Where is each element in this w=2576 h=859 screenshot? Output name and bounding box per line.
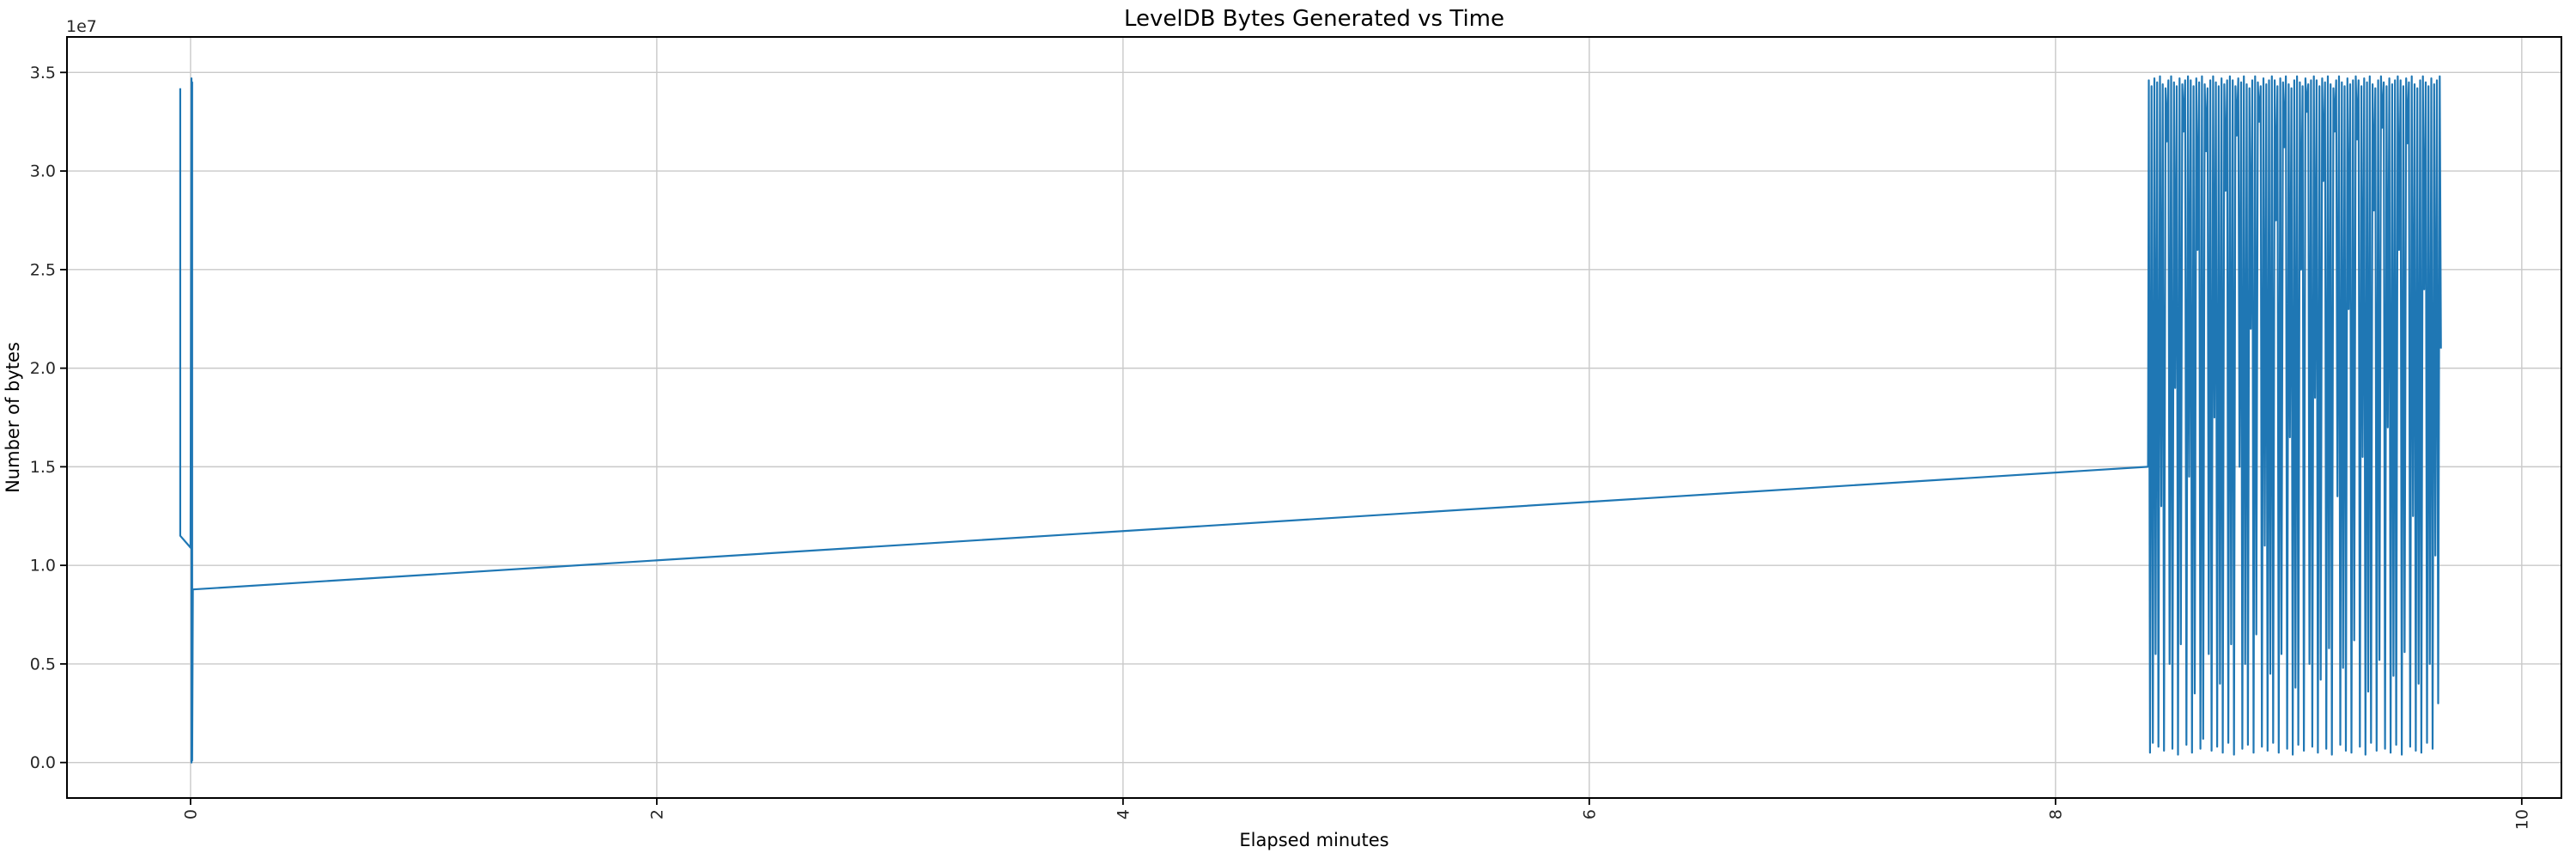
x-axis-label: Elapsed minutes bbox=[1239, 830, 1388, 850]
x-tick-label: 4 bbox=[1114, 809, 1133, 819]
y-tick-label: 1.0 bbox=[30, 557, 56, 576]
x-tick-label: 6 bbox=[1580, 809, 1599, 819]
y-tick-label: 2.5 bbox=[30, 260, 56, 279]
y-tick-label: 1.5 bbox=[30, 458, 56, 477]
x-tick-label: 10 bbox=[2512, 809, 2531, 830]
x-tick-label: 0 bbox=[181, 809, 200, 819]
x-tick-label: 2 bbox=[647, 809, 666, 819]
y-tick-label: 0.5 bbox=[30, 655, 56, 673]
plot-border bbox=[66, 36, 2562, 799]
y-axis-offset-text: 1e7 bbox=[66, 17, 97, 36]
chart-title: LevelDB Bytes Generated vs Time bbox=[1124, 6, 1504, 32]
y-tick-label: 2.0 bbox=[30, 359, 56, 378]
y-tick-label: 3.5 bbox=[30, 64, 56, 82]
y-axis-label: Number of bytes bbox=[3, 342, 23, 493]
x-tick-label: 8 bbox=[2046, 809, 2065, 819]
y-tick-label: 0.0 bbox=[30, 753, 56, 772]
tick-layer: 0 2 4 6 8 10 0.0 0.5 1.0 1.5 2.0 2.5 3.0 3.5 bbox=[30, 64, 2532, 830]
series-line bbox=[179, 75, 2442, 764]
y-tick-label: 3.0 bbox=[30, 162, 56, 181]
